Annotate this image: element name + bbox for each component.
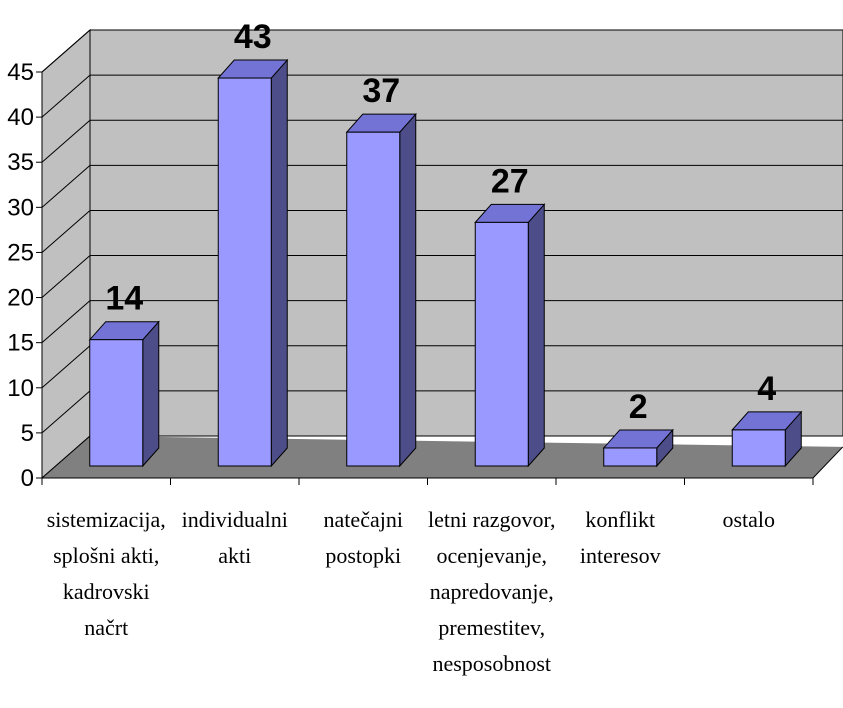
data-label: 4 [757, 370, 776, 408]
y-tick-label: 30 [7, 194, 34, 221]
x-tick-label: ostalo [722, 507, 775, 532]
data-label: 14 [105, 280, 143, 318]
x-tick-label: sistemizacija, [47, 507, 166, 532]
bar-side [399, 112, 417, 468]
bar-side [527, 203, 545, 468]
bar-front [603, 447, 658, 467]
grid-line [41, 119, 91, 163]
bar-front [346, 131, 401, 467]
x-tick-label: ocenjevanje, [436, 543, 547, 568]
grid-line [41, 300, 91, 344]
bar [345, 112, 417, 468]
bar [731, 410, 803, 468]
data-label: 37 [362, 72, 400, 110]
x-tick-label: splošni akti, [53, 543, 159, 568]
y-tick-label: 10 [7, 375, 34, 402]
y-tick-label: 35 [7, 149, 34, 176]
y-tick-label: 40 [7, 104, 34, 131]
bar-side [270, 58, 288, 468]
y-tick-label: 25 [7, 239, 34, 266]
grid-line [41, 390, 91, 434]
grid-line [41, 345, 91, 389]
bar-front [89, 339, 144, 467]
bar-side [142, 320, 160, 468]
y-tick-label: 45 [7, 59, 34, 86]
grid-line [41, 435, 91, 479]
x-tick-label: premestitev, [438, 615, 545, 640]
bar [602, 428, 674, 468]
y-tick-label: 15 [7, 330, 34, 357]
x-tick-label: konflikt [585, 507, 655, 532]
grid-line [41, 255, 91, 298]
x-tick-label: kadrovski [63, 579, 150, 604]
floor [42, 436, 843, 478]
grid-line [41, 164, 91, 208]
data-label: 2 [629, 388, 648, 426]
x-tick-label: postopki [325, 543, 401, 568]
x-tick-label: načrt [84, 615, 128, 640]
x-tick-label: nesposobnost [432, 651, 551, 676]
x-tick-label: natečajni [324, 507, 403, 532]
bar-front [474, 221, 529, 467]
x-tick-label: interesov [580, 543, 661, 568]
data-label: 27 [491, 162, 529, 200]
y-tick-label: 0 [21, 465, 34, 492]
y-tick-label: 20 [7, 285, 34, 312]
bar [474, 203, 546, 468]
grid-line [41, 29, 91, 73]
bar [217, 58, 289, 468]
x-tick-label: letni razgovor, [428, 507, 555, 532]
x-tick-label: napredovanje, [430, 579, 554, 604]
x-tick-label: akti [218, 543, 251, 568]
y-tick-label: 5 [21, 420, 34, 447]
data-label: 43 [234, 18, 272, 56]
x-tick-label: individualni [182, 507, 288, 532]
grid-line [41, 74, 91, 118]
bar-front [217, 77, 272, 467]
side-wall [41, 28, 91, 480]
back-wall [89, 29, 843, 437]
x-axis-depth [812, 446, 843, 479]
bar [88, 320, 160, 468]
bar-front [731, 429, 786, 467]
grid-line [41, 210, 91, 253]
